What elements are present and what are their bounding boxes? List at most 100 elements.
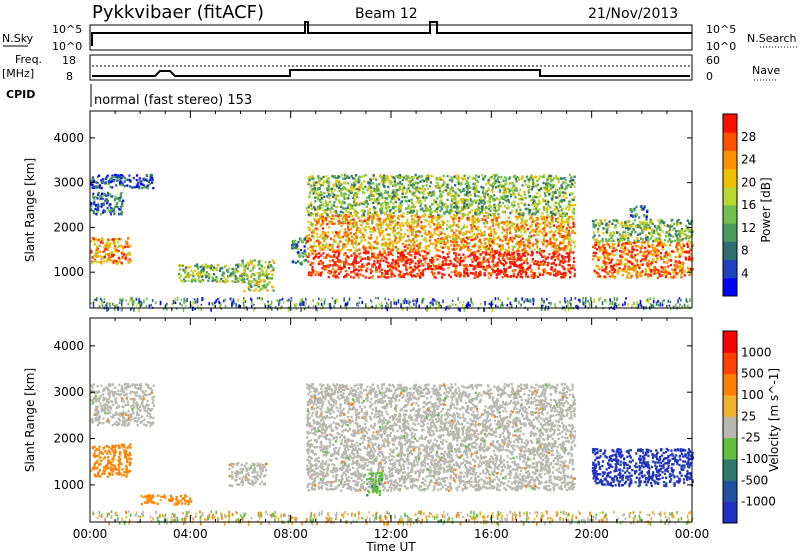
data-cell bbox=[249, 289, 253, 292]
data-cell bbox=[532, 200, 535, 204]
data-cell bbox=[540, 218, 543, 221]
data-cell bbox=[501, 275, 504, 279]
data-cell bbox=[415, 186, 418, 190]
data-cell bbox=[367, 213, 370, 216]
data-cell bbox=[95, 250, 99, 254]
data-cell bbox=[484, 182, 488, 186]
data-cell bbox=[354, 231, 358, 235]
data-cell bbox=[386, 206, 389, 209]
data-cell bbox=[126, 178, 130, 182]
data-cell bbox=[533, 203, 536, 207]
data-cell bbox=[609, 275, 613, 279]
data-cell bbox=[369, 230, 372, 233]
data-cell bbox=[115, 175, 118, 179]
data-cell bbox=[190, 273, 193, 277]
data-cell bbox=[452, 198, 455, 201]
data-cell bbox=[548, 272, 551, 275]
data-cell bbox=[620, 254, 623, 257]
data-cell bbox=[343, 186, 347, 190]
data-cell bbox=[656, 276, 660, 279]
data-cell bbox=[358, 265, 361, 268]
data-cell bbox=[334, 263, 337, 267]
data-cell bbox=[439, 178, 443, 181]
data-cell bbox=[355, 255, 359, 258]
data-cell bbox=[571, 204, 574, 207]
data-cell bbox=[354, 242, 358, 245]
data-cell bbox=[357, 261, 360, 264]
data-cell bbox=[90, 207, 93, 211]
data-cell bbox=[445, 210, 449, 213]
data-cell bbox=[400, 204, 403, 207]
data-cell bbox=[121, 200, 124, 204]
data-cell bbox=[524, 270, 527, 273]
data-cell bbox=[453, 175, 456, 179]
data-cell bbox=[333, 201, 336, 204]
data-cell bbox=[231, 280, 234, 283]
data-cell bbox=[608, 262, 611, 265]
data-cell bbox=[565, 196, 568, 200]
data-cell bbox=[262, 286, 265, 289]
data-cell bbox=[497, 213, 500, 216]
data-cell bbox=[370, 182, 374, 185]
data-cell bbox=[135, 185, 139, 188]
data-cell bbox=[502, 179, 505, 182]
data-cell bbox=[98, 184, 101, 187]
data-cell bbox=[659, 255, 662, 259]
data-cell bbox=[366, 218, 369, 221]
data-cell bbox=[443, 242, 446, 246]
data-cell bbox=[386, 223, 389, 226]
data-cell bbox=[123, 176, 126, 180]
data-cell bbox=[627, 265, 630, 269]
data-cell bbox=[441, 246, 445, 249]
data-cell bbox=[410, 220, 413, 223]
data-cell bbox=[104, 177, 108, 181]
data-cell bbox=[342, 246, 345, 249]
data-cell bbox=[433, 265, 436, 268]
data-cell bbox=[413, 235, 416, 239]
data-cell bbox=[551, 245, 554, 248]
data-cell bbox=[655, 244, 659, 247]
data-cell bbox=[324, 199, 327, 203]
data-cell bbox=[572, 251, 575, 254]
data-cell bbox=[96, 203, 99, 206]
data-cell bbox=[98, 244, 101, 248]
data-cell bbox=[250, 285, 253, 288]
data-cell bbox=[234, 275, 237, 278]
data-cell bbox=[500, 176, 503, 179]
data-cell bbox=[504, 261, 507, 264]
data-cell bbox=[310, 231, 313, 234]
data-cell bbox=[536, 260, 540, 264]
data-cell bbox=[471, 228, 474, 231]
data-cell bbox=[313, 217, 316, 221]
data-cell bbox=[439, 255, 442, 258]
data-cell bbox=[453, 215, 456, 219]
data-cell bbox=[264, 286, 267, 289]
data-cell bbox=[530, 176, 533, 179]
data-cell bbox=[356, 226, 359, 230]
data-cell bbox=[123, 184, 126, 188]
data-cell bbox=[264, 270, 268, 274]
data-cell bbox=[504, 268, 507, 271]
data-cell bbox=[265, 284, 269, 287]
data-cell bbox=[311, 187, 314, 191]
data-cell bbox=[485, 206, 488, 209]
data-cell bbox=[100, 237, 103, 240]
data-cell bbox=[521, 184, 524, 187]
data-cell bbox=[463, 174, 466, 178]
data-cell bbox=[178, 264, 181, 267]
data-cell bbox=[411, 192, 414, 195]
data-cell bbox=[331, 243, 334, 247]
data-cell bbox=[615, 265, 618, 268]
data-cell bbox=[250, 279, 253, 283]
data-cell bbox=[386, 178, 389, 181]
data-cell bbox=[462, 243, 465, 247]
data-cell bbox=[368, 195, 371, 198]
data-cell bbox=[509, 238, 513, 241]
data-cell bbox=[267, 277, 270, 280]
data-cell bbox=[530, 188, 534, 191]
data-cell bbox=[429, 234, 432, 237]
data-cell bbox=[463, 193, 466, 196]
data-cell bbox=[460, 227, 463, 230]
data-cell bbox=[417, 246, 420, 249]
data-cell bbox=[347, 221, 350, 225]
